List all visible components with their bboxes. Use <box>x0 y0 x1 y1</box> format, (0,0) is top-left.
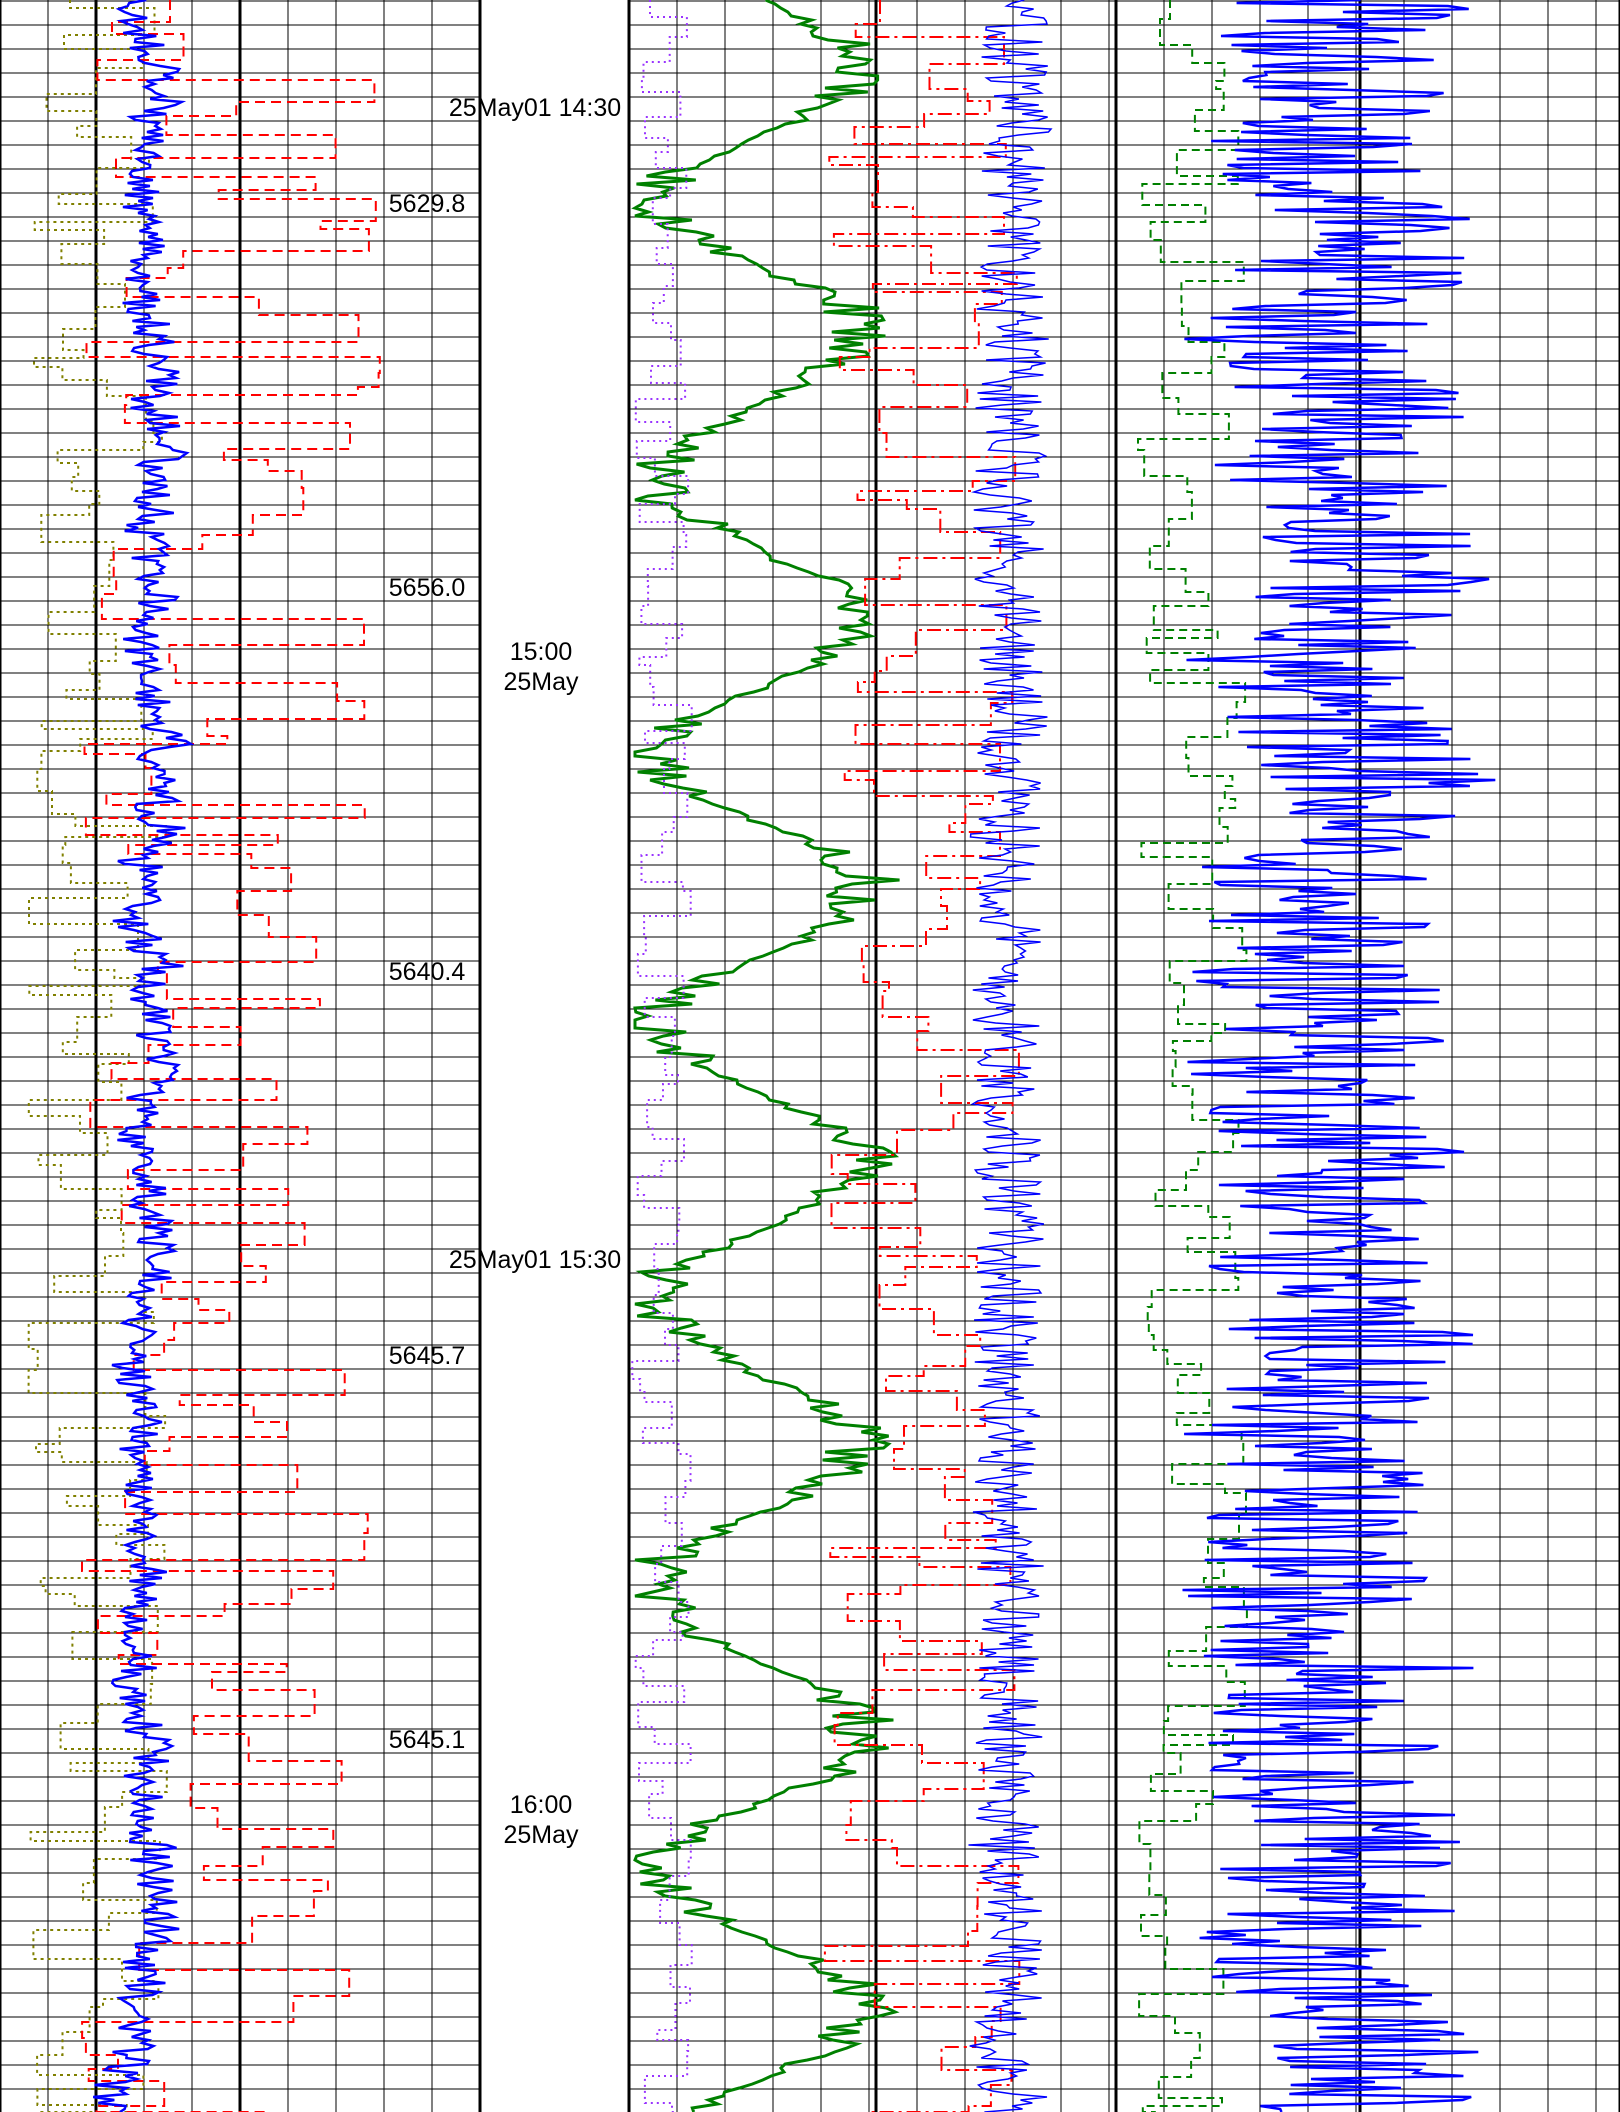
center-blue-noise-curve <box>968 0 1053 2112</box>
depth-label-2: 5656.0 <box>389 574 465 602</box>
depth-label-4: 5645.7 <box>389 1342 465 1370</box>
labels: 25May01 14:30 5629.8 5656.0 15:00 25May … <box>389 94 621 1849</box>
left-red-dashed-curve <box>81 0 381 2112</box>
left-blue-curve <box>93 0 195 2112</box>
time-label-1430: 25May01 14:30 <box>449 94 621 122</box>
depth-label-3: 5640.4 <box>389 958 466 986</box>
time-label-1530: 25May01 15:30 <box>449 1246 621 1274</box>
depth-label-5: 5645.1 <box>389 1726 465 1754</box>
time-label-1600-date: 25May <box>503 1821 579 1849</box>
track-grid-1 <box>0 0 482 2112</box>
curves <box>27 0 1496 2112</box>
center-red-dashdot-curve <box>823 0 1021 2112</box>
center-purple-dotted-curve <box>631 0 693 2112</box>
center-green-curve <box>631 0 900 2112</box>
right-blue-curve <box>1182 0 1496 2112</box>
track-grid-3 <box>1114 0 1620 2112</box>
time-label-1600: 16:00 <box>510 1791 573 1819</box>
right-green-dashed-curve <box>1137 0 1248 2112</box>
time-label-1500-date: 25May <box>503 668 579 696</box>
depth-label-1: 5629.8 <box>389 190 465 218</box>
time-label-1500: 15:00 <box>510 638 573 666</box>
